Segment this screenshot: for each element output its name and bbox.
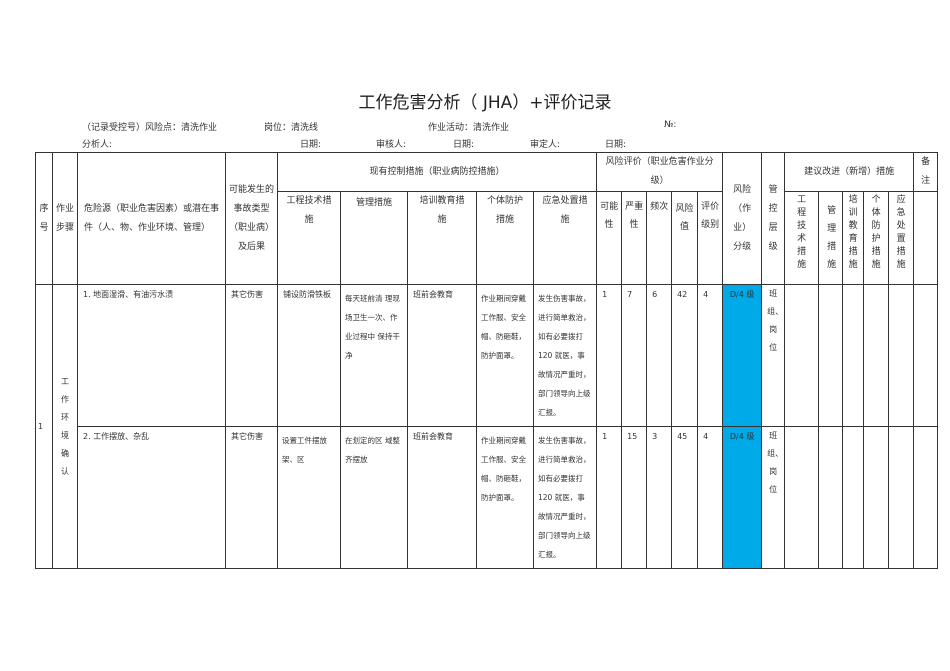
row-likelihood: 1 (596, 284, 623, 427)
row-mgmt: 每天班前清 理现场卫生一次、作业过程中 保持干净 (340, 284, 408, 427)
review-date: 日期: (453, 140, 475, 150)
row-hazard: 2. 工作摆放、杂乱 (77, 426, 226, 569)
row-ppe: 作业期间穿戴工作服、安全帽、防砸鞋，防护面罩。 (476, 284, 534, 427)
record-number: №: (664, 120, 677, 130)
reviewer: 审核人: (376, 140, 407, 150)
row-train: 班前会教育 (407, 284, 477, 427)
header-eval: 风险评价（职业危害作业分级） (596, 152, 724, 192)
header-controls: 现有控制措施（职业病防控措施） (276, 152, 598, 192)
row-emerg: 发生伤害事故，进行简单救治，如有必要拨打 120 就医，事故情况严重时，部门领导… (532, 426, 598, 569)
header-likelihood: 可能性 (596, 191, 623, 285)
row-mgmt: 在划定的区 域整齐摆放 (340, 426, 408, 569)
row-frequency: 3 (646, 426, 673, 569)
approver: 审定人: (530, 140, 561, 150)
header-i-emerg: 应急处置措施 (888, 191, 915, 285)
table-row: 1 工作环境确认 1. 地面湿滑、有油污水渍 其它伤害 铺设防滑铁板 每天班前清… (35, 284, 939, 569)
header-blank (913, 191, 939, 285)
row-accident: 其它伤害 (225, 284, 278, 427)
row-hazard: 1. 地面湿滑、有油污水渍 (77, 284, 226, 427)
row-level: 4 (697, 426, 724, 569)
row-likelihood: 1 (596, 426, 623, 569)
row-ppe: 作业期间穿戴工作服、安全帽、防砸鞋，防护面罩。 (476, 426, 534, 569)
analysis-date: 日期: (300, 140, 322, 150)
header-train: 培训教育措施 (407, 191, 477, 285)
row-eng: 设置工件摆放架、区 (277, 426, 341, 569)
header-i-ppe: 个体防护措施 (863, 191, 890, 285)
header-ppe: 个体防护措施 (476, 191, 534, 285)
row-train: 班前会教育 (407, 426, 477, 569)
page-title: 工作危害分析（ JHA）+评价记录 (358, 93, 612, 113)
header-severity: 严重性 (621, 191, 648, 285)
header-accident: 可能发生的事故类型（职业病）及后果 (225, 152, 278, 285)
header-ctrl: 管控层级 (761, 152, 786, 285)
header-seq: 序号 (35, 152, 53, 285)
header-step: 作业步骤 (52, 152, 78, 285)
row-accident: 其它伤害 (225, 426, 278, 569)
row-step: 工作环境确认 (52, 284, 78, 569)
header-emerg: 应急处置措施 (532, 191, 598, 285)
record-risk-point: （记录受控号）风险点：清洗作业 (82, 123, 218, 133)
table-row: 2. 工作摆放、杂乱 其它伤害 设置工件摆放架、区 在划定的区 域整齐摆放 班前… (36, 426, 939, 569)
jha-table: 序号 作业步骤 危险源（职业危害因素）或潜在事件（人、物、作业环境、管理） 可能… (35, 152, 939, 569)
header-frequency: 频次 (646, 191, 673, 285)
header-improve: 建议改进（新增）措施 (784, 152, 915, 192)
approval-date: 日期: (605, 140, 627, 150)
header-mgmt: 管理措施 (340, 191, 408, 285)
row-risk-value: 42 (671, 284, 699, 427)
row-ctrl: 班组、岗位 (761, 284, 786, 427)
header-eng: 工程技术措施 (277, 191, 341, 285)
row-severity: 7 (621, 284, 648, 427)
row-grade: D/4 级 (722, 426, 763, 569)
header-remark: 备注 (913, 152, 939, 192)
header-level: 评价级别 (697, 191, 724, 285)
header-i-mgmt: 管理措施 (818, 191, 844, 285)
header-risk-value: 风险值 (671, 191, 699, 285)
row-risk-value: 45 (671, 426, 699, 569)
row-eng: 铺设防滑铁板 (277, 284, 341, 427)
row-ctrl: 班组、岗位 (761, 426, 786, 569)
row-frequency: 6 (646, 284, 673, 427)
analyst: 分析人: (82, 140, 113, 150)
row-seq: 1 (35, 284, 53, 569)
header-grade: 风险（作业）分级 (722, 152, 763, 285)
header-i-train: 培训教育措施 (842, 191, 865, 285)
header-hazard: 危险源（职业危害因素）或潜在事件（人、物、作业环境、管理） (77, 152, 226, 285)
row-emerg: 发生伤害事故，进行简单救治，如有必要拨打 120 就医，事故情况严重时，部门领导… (532, 284, 598, 427)
post: 岗位：清洗线 (264, 123, 319, 133)
row-level: 4 (697, 284, 724, 427)
activity: 作业活动：清洗作业 (428, 123, 510, 133)
row-severity: 15 (621, 426, 648, 569)
row-grade: D/4 级 (722, 284, 763, 427)
header-i-eng: 工程技术措施 (784, 191, 820, 285)
